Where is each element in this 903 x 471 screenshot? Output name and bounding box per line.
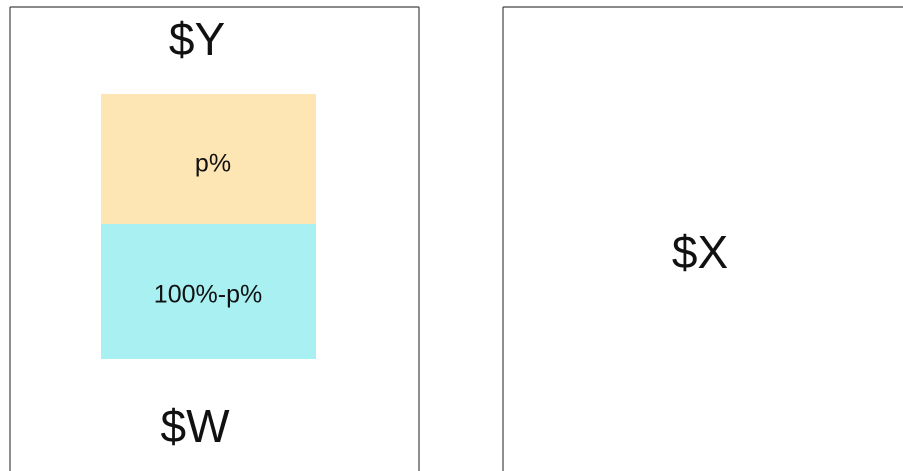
top-label: $Y [169,13,225,65]
panel-label: $X [672,226,728,278]
top-segment-label: p% [195,150,231,178]
bottom-label: $W [161,400,231,452]
bottom-segment-label: 100%-p% [154,281,262,309]
top-segment [101,94,316,224]
left-panel: $Y p% 100%-p% $W [9,6,420,471]
right-panel: $X [502,6,903,471]
bottom-segment [101,224,316,359]
